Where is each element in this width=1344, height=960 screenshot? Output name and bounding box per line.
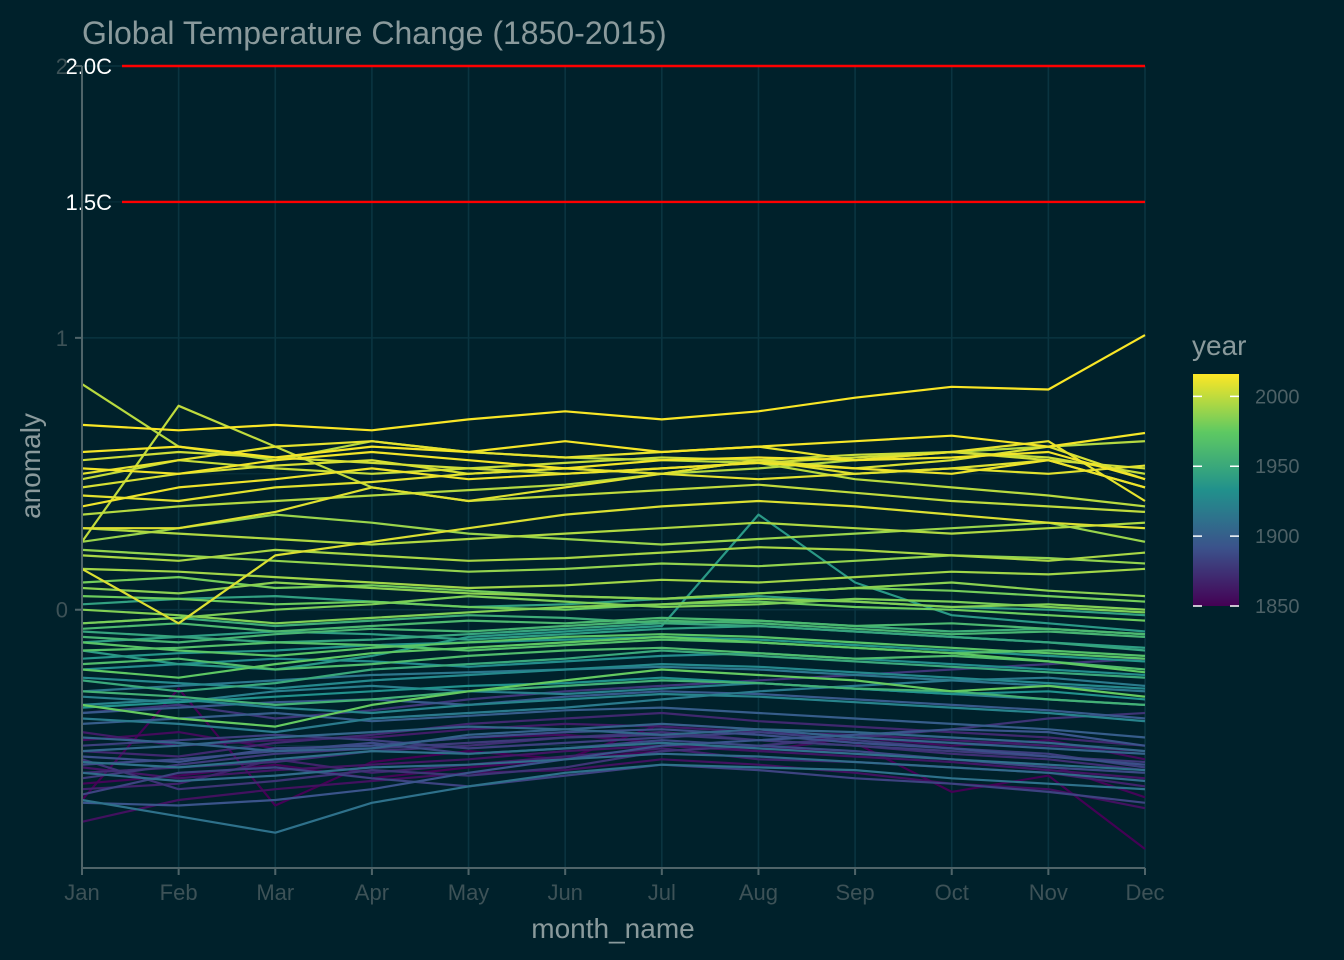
series-line-1947 bbox=[81, 622, 1146, 652]
x-tick-label: Jun bbox=[547, 880, 582, 905]
series-line-1976 bbox=[81, 668, 1146, 728]
series-line-2015 bbox=[81, 334, 1146, 432]
x-tick-label: Aug bbox=[739, 880, 778, 905]
series-line-1971 bbox=[81, 633, 1146, 660]
axes: Jan Feb Mar Apr May Jun Jul Aug Sep Oct Nov Dec 0 1 2 bbox=[56, 54, 1165, 905]
x-axis-title: month_name bbox=[531, 913, 694, 944]
reference-lines: 2.0C 1.5C bbox=[66, 54, 1145, 215]
legend-tick-label: 1950 bbox=[1255, 456, 1300, 478]
series-line-2000 bbox=[81, 404, 1146, 543]
x-tick-label: May bbox=[448, 880, 490, 905]
y-axis-title: anomaly bbox=[15, 413, 46, 519]
series-line-1915 bbox=[81, 665, 1146, 693]
series-line-1879 bbox=[81, 733, 1146, 780]
x-tick-label: Sep bbox=[836, 880, 875, 905]
reference-line-label: 2.0C bbox=[66, 54, 113, 79]
series-line-1978 bbox=[81, 595, 1146, 622]
x-tick-label: Oct bbox=[935, 880, 969, 905]
series-line-1956 bbox=[81, 679, 1146, 707]
series-line-2007 bbox=[81, 499, 1146, 625]
series-line-1968 bbox=[81, 638, 1146, 657]
series-line-1982 bbox=[81, 594, 1146, 625]
series-line-1870 bbox=[81, 711, 1146, 758]
reference-line-label: 1.5C bbox=[66, 190, 113, 215]
series-line-1924 bbox=[81, 692, 1146, 723]
series-line-1861 bbox=[81, 744, 1146, 780]
x-tick-label: Dec bbox=[1125, 880, 1164, 905]
series-line-2008 bbox=[82, 459, 1146, 530]
legend-ticks: 2000 1950 1900 1850 bbox=[1193, 386, 1300, 618]
x-tick-label: Nov bbox=[1029, 880, 1068, 905]
series-line-1996 bbox=[81, 521, 1146, 546]
series-line-1965 bbox=[81, 646, 1146, 671]
series-line-1864 bbox=[81, 722, 1146, 753]
series-line-1873 bbox=[81, 730, 1146, 774]
series-line-1936 bbox=[81, 635, 1146, 663]
legend-title: year bbox=[1192, 330, 1246, 361]
legend-tick-label: 1900 bbox=[1255, 526, 1300, 548]
y-tick-label: 2 bbox=[56, 54, 68, 79]
series-line-1990 bbox=[81, 513, 1146, 546]
series-line-2012 bbox=[81, 459, 1146, 508]
series-line-1994 bbox=[81, 546, 1146, 562]
series-line-2013 bbox=[81, 450, 1146, 481]
series-line-1905 bbox=[81, 725, 1146, 753]
series-line-1884 bbox=[81, 763, 1146, 804]
y-tick-label: 0 bbox=[56, 598, 68, 623]
series-line-2010 bbox=[81, 440, 1146, 502]
series-line-1908 bbox=[81, 752, 1146, 783]
series-line-1930 bbox=[81, 652, 1146, 677]
y-tick-label: 1 bbox=[56, 326, 68, 351]
x-tick-label: Apr bbox=[355, 880, 389, 905]
series-line-2014 bbox=[81, 431, 1146, 459]
series-line-1984 bbox=[81, 597, 1146, 625]
series-line-1876 bbox=[81, 711, 1146, 791]
legend-colorbar bbox=[1193, 374, 1239, 606]
series-line-1974 bbox=[81, 635, 1146, 679]
series-line-1927 bbox=[81, 662, 1146, 690]
x-tick-label: Mar bbox=[256, 880, 294, 905]
chart-title: Global Temperature Change (1850-2015) bbox=[82, 15, 667, 51]
series-line-1912 bbox=[81, 763, 1146, 834]
legend-tick-label: 2000 bbox=[1255, 386, 1300, 408]
series-line-1986 bbox=[81, 581, 1146, 601]
series-line-1893 bbox=[81, 728, 1146, 807]
x-tick-label: Jul bbox=[648, 880, 676, 905]
series-line-1918 bbox=[81, 676, 1146, 734]
series-line-1992 bbox=[81, 567, 1146, 590]
series-lines bbox=[81, 334, 1146, 850]
series-line-1911 bbox=[81, 741, 1146, 772]
series-line-1899 bbox=[81, 706, 1146, 739]
legend: year 2000 1950 1900 1850 bbox=[1192, 330, 1300, 618]
series-line-1950 bbox=[81, 649, 1146, 693]
series-line-1921 bbox=[81, 681, 1146, 706]
series-line-1998 bbox=[81, 383, 1146, 508]
series-line-1850 bbox=[81, 687, 1146, 850]
x-tick-label: Jan bbox=[64, 880, 99, 905]
x-tick-label: Feb bbox=[160, 880, 198, 905]
series-line-1959 bbox=[81, 619, 1146, 644]
legend-tick-label: 1850 bbox=[1255, 596, 1300, 618]
series-line-1902 bbox=[81, 722, 1146, 755]
series-line-1962 bbox=[81, 616, 1146, 636]
